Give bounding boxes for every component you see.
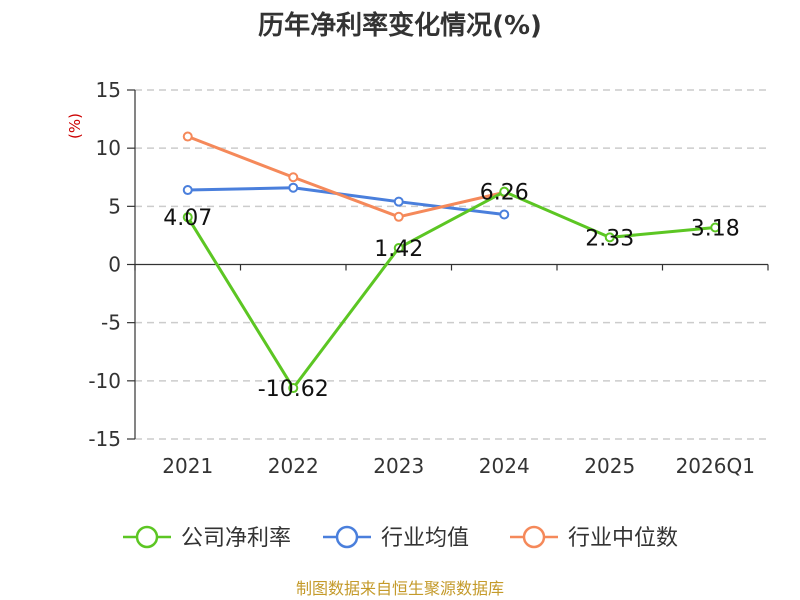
- data-point[interactable]: [182, 131, 193, 142]
- legend-marker: [335, 525, 359, 549]
- data-point[interactable]: [393, 196, 404, 207]
- data-point[interactable]: [288, 172, 299, 183]
- data-labels: 4.07 -10.62 1.42 6.26 2.33 3.18: [163, 181, 739, 402]
- data-label: 1.42: [374, 237, 423, 262]
- data-point[interactable]: [393, 211, 404, 222]
- grid-lines: [135, 89, 768, 440]
- series-lines: [182, 131, 721, 394]
- series-line: [187, 186, 505, 216]
- data-point[interactable]: [710, 222, 721, 233]
- y-tick-label: 10: [96, 136, 121, 160]
- data-label: 3.18: [691, 217, 740, 242]
- legend-label: 行业中位数: [568, 526, 678, 551]
- x-tick-label: 2026Q1: [676, 454, 755, 478]
- legend-item[interactable]: 公司净利率: [123, 525, 291, 551]
- series-line: [186, 190, 716, 390]
- y-axis-unit-label: (%): [66, 113, 84, 139]
- y-tick-label: 15: [96, 78, 121, 102]
- x-tick-label: 2023: [373, 454, 424, 478]
- y-tick-label: -5: [101, 311, 121, 335]
- axes: 15 10 5 0 -5 -10 -15 2021 2022 2023 2024 2025 2026Q1: [88, 78, 769, 478]
- y-tick-label: -15: [88, 427, 121, 451]
- y-tick-label: 5: [108, 194, 121, 218]
- legend-label: 行业均值: [381, 526, 469, 551]
- x-tick-label: 2022: [268, 454, 319, 478]
- data-point[interactable]: [288, 182, 299, 193]
- data-point[interactable]: [288, 383, 299, 394]
- legend-item[interactable]: 行业均值: [323, 525, 469, 551]
- y-tick-label: 0: [108, 253, 121, 277]
- chart-title: 历年净利率变化情况(%): [258, 10, 542, 41]
- legend-item[interactable]: 行业中位数: [510, 525, 678, 551]
- legend: 公司净利率 行业均值 行业中位数: [123, 525, 678, 551]
- data-label: 4.07: [163, 206, 212, 231]
- data-point[interactable]: [499, 209, 510, 220]
- legend-marker: [135, 525, 159, 549]
- data-label: 2.33: [585, 226, 634, 251]
- data-point[interactable]: [182, 185, 193, 196]
- legend-label: 公司净利率: [181, 526, 291, 551]
- source-note: 制图数据来自恒生聚源数据库: [296, 579, 504, 598]
- data-point[interactable]: [604, 232, 615, 243]
- data-label: -10.62: [258, 377, 329, 402]
- series-line: [187, 135, 505, 219]
- x-tick-label: 2021: [162, 454, 213, 478]
- y-tick-label: -10: [88, 369, 121, 393]
- legend-marker: [522, 525, 546, 549]
- data-point[interactable]: [182, 212, 193, 223]
- x-tick-label: 2024: [479, 454, 530, 478]
- x-tick-label: 2025: [584, 454, 635, 478]
- data-point[interactable]: [499, 186, 510, 197]
- data-point[interactable]: [393, 242, 404, 253]
- data-label: 6.26: [480, 181, 529, 206]
